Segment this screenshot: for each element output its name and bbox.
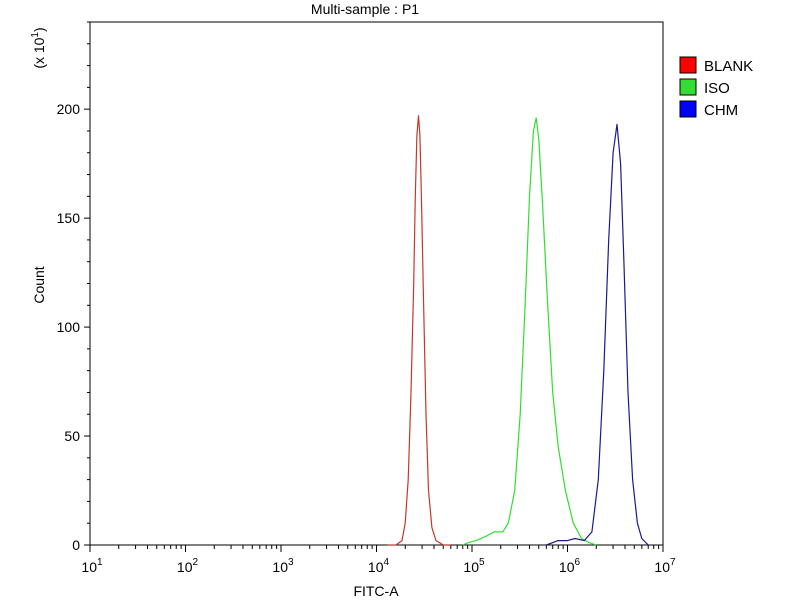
- plot-area-frame: [89, 21, 664, 546]
- chart-title: Multi-sample : P1: [311, 1, 419, 17]
- series-layer: [387, 115, 649, 546]
- series-line-chm: [546, 123, 649, 546]
- legend-swatch-chm: [679, 100, 697, 118]
- legend-swatch-iso: [679, 78, 697, 96]
- series-line-blank: [387, 115, 451, 546]
- y-multiplier-exponent: 1: [30, 32, 41, 38]
- y-axis-label: Count: [31, 266, 47, 303]
- x-tick-label: 103: [272, 557, 294, 575]
- y-multiplier-text: (x 10: [31, 37, 47, 68]
- legend-label-iso: ISO: [704, 80, 730, 97]
- y-tick-label: 200: [57, 101, 81, 117]
- legend-label-blank: BLANK: [704, 58, 753, 75]
- x-axis-label: FITC-A: [353, 583, 399, 599]
- x-tick-label: 101: [81, 557, 103, 575]
- y-tick-label: 0: [72, 537, 80, 553]
- x-tick-label: 106: [559, 557, 581, 575]
- x-tick-label: 102: [177, 557, 199, 575]
- y-tick-label: 50: [64, 428, 80, 444]
- x-tick-label: 107: [654, 557, 676, 575]
- y-axis-ticks: 0 50 100 150 200: [57, 21, 90, 553]
- x-axis-ticks: 101 102 103 104 105 106 107: [81, 545, 676, 575]
- series-line-iso: [462, 117, 597, 546]
- legend: BLANK ISO CHM: [679, 56, 753, 119]
- y-tick-label: 150: [57, 210, 81, 226]
- y-tick-label: 100: [57, 319, 81, 335]
- x-tick-label: 105: [463, 557, 485, 575]
- legend-swatch-blank: [679, 56, 697, 74]
- y-multiplier-close: ): [31, 27, 47, 32]
- x-tick-label: 104: [368, 557, 390, 575]
- y-axis-multiplier: (x 101): [30, 27, 47, 68]
- legend-label-chm: CHM: [704, 102, 738, 119]
